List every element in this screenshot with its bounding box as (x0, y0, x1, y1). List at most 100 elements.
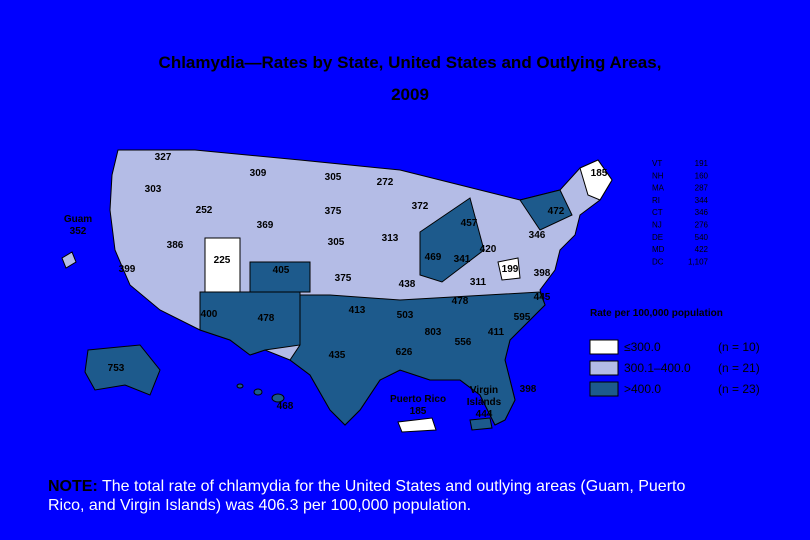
map-label: 346 (529, 230, 546, 241)
state-abbr: NJ (652, 221, 662, 230)
region-high (289, 291, 546, 426)
state-abbr: VT (652, 159, 662, 168)
map-label: 399 (119, 264, 136, 275)
map-label: Virgin Islands (467, 385, 502, 408)
map-label: 626 (396, 347, 413, 358)
map-label: 503 (397, 310, 414, 321)
map-label: 272 (377, 177, 394, 188)
map (61, 149, 613, 433)
legend: Rate per 100,000 population ≤300.0 (n = 10… (589, 308, 760, 397)
map-label: 327 (155, 152, 172, 163)
note-text: The total rate of chlamydia for the Unit… (48, 478, 686, 514)
map-label-rate: 444 (476, 409, 493, 420)
state-abbr: DE (652, 233, 663, 242)
hawaii (271, 393, 285, 403)
map-label: 478 (258, 313, 275, 324)
map-label: 411 (488, 327, 505, 338)
legend-swatch (589, 381, 619, 397)
map-label: Guam (64, 214, 92, 225)
map-label: 405 (273, 265, 290, 276)
map-label: 420 (480, 244, 497, 255)
legend-count: (n = 10) (718, 340, 760, 354)
region-high (249, 261, 311, 293)
map-label: 556 (455, 337, 472, 348)
map-label: 305 (325, 172, 342, 183)
map-label: 309 (250, 168, 267, 179)
map-label: 400 (201, 309, 218, 320)
map-label: 753 (108, 363, 125, 374)
map-label: 185 (591, 168, 608, 179)
state-rate: 344 (695, 196, 709, 205)
map-label: 199 (502, 264, 519, 275)
map-label: 303 (145, 184, 162, 195)
map-label: 386 (167, 240, 184, 251)
virgin-islands (469, 417, 493, 431)
state-abbr: CT (652, 208, 663, 217)
map-label: 595 (514, 312, 531, 323)
region-low (204, 237, 241, 293)
map-label: 372 (412, 201, 429, 212)
map-label: 398 (520, 384, 537, 395)
legend-label: ≤300.0 (624, 340, 661, 354)
legend-label: 300.1–400.0 (624, 361, 691, 375)
map-label: 457 (461, 218, 478, 229)
legend-count: (n = 21) (718, 361, 760, 375)
map-label: 468 (277, 401, 294, 412)
legend-swatch (589, 360, 619, 376)
hawaii (236, 383, 244, 389)
map-label: 375 (335, 273, 352, 284)
map-label: 369 (257, 220, 274, 231)
state-abbr: DC (652, 257, 664, 266)
region-high (199, 291, 301, 356)
map-label: 375 (325, 206, 342, 217)
map-label: 435 (329, 350, 346, 361)
state-abbr: RI (652, 196, 660, 205)
title: 2009 (391, 85, 429, 104)
map-label: 438 (399, 279, 416, 290)
legend-title: Rate per 100,000 population (590, 308, 723, 319)
state-rate: 287 (695, 184, 709, 193)
map-label-line: Virgin (470, 385, 498, 396)
state-abbr: NH (652, 171, 664, 180)
legend-label: >400.0 (624, 382, 661, 396)
note: NOTE: The total rate of chlamydia for th… (48, 477, 688, 515)
state-rate: 1,107 (688, 257, 709, 266)
title: Chlamydia—Rates by State, United States … (159, 53, 662, 72)
map-label-rate: 185 (410, 406, 427, 417)
alaska (84, 344, 161, 396)
map-label: 445 (534, 292, 551, 303)
state-abbr: MA (652, 184, 665, 193)
map-label: 803 (425, 327, 442, 338)
map-label: 252 (196, 205, 213, 216)
map-label: 478 (452, 296, 469, 307)
map-label: 469 (425, 252, 442, 263)
map-label: 225 (214, 255, 231, 266)
note-label: NOTE: (48, 478, 98, 495)
map-label: 398 (534, 268, 551, 279)
state-rate: 422 (695, 245, 709, 254)
region-low (579, 159, 613, 201)
map-label: 472 (548, 206, 565, 217)
state-rate: 276 (695, 221, 709, 230)
legend-swatch (589, 339, 619, 355)
state-rate: 540 (695, 233, 709, 242)
hawaii (253, 388, 263, 396)
map-label-rate: 352 (70, 226, 87, 237)
map-label: 413 (349, 305, 366, 316)
legend-count: (n = 23) (718, 382, 760, 396)
map-label: 313 (382, 233, 399, 244)
state-rate: 160 (695, 171, 709, 180)
state-abbr: MD (652, 245, 665, 254)
region-high (519, 189, 573, 231)
puerto-rico (397, 417, 437, 433)
map-label: 311 (470, 277, 487, 288)
map-label: 341 (454, 254, 471, 265)
small-states-table: VT 191 NH 160 MA 287 RI 344 CT 346 NJ 276 DE 540 MD 422… (652, 159, 709, 266)
region-low (497, 257, 521, 281)
state-rate: 191 (695, 159, 709, 168)
map-label: 305 (328, 237, 345, 248)
map-label-line: Islands (467, 397, 502, 408)
